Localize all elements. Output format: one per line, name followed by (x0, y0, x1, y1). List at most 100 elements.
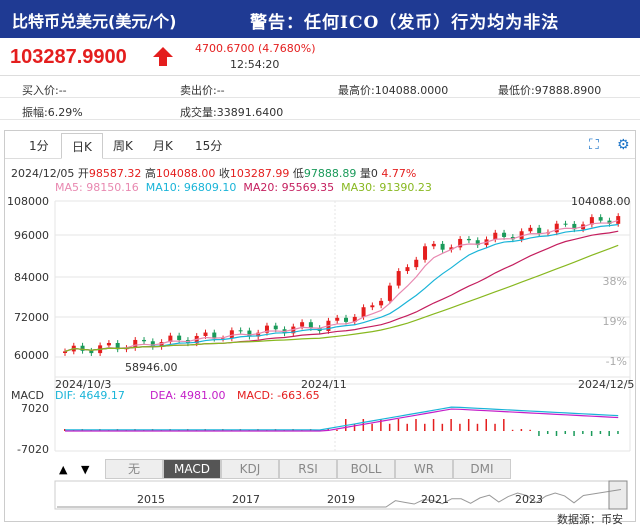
macd-dif: DIF: 4649.17 (55, 389, 125, 402)
data-source: 数据源：币安 (557, 513, 623, 526)
y-tick: 84000 (14, 271, 49, 284)
ma10-line (64, 223, 619, 352)
x-label: 2024/11 (301, 378, 347, 391)
candle-body (203, 332, 208, 336)
tab-monthly[interactable]: 月K (153, 139, 173, 153)
candle-body (475, 240, 480, 246)
macd-bar (546, 431, 549, 434)
indicator-wr[interactable]: WR (395, 459, 453, 479)
indicator-macd[interactable]: MACD (163, 459, 221, 479)
indicator-dmi[interactable]: DMI (453, 459, 511, 479)
macd-tick: -7020 (17, 443, 49, 456)
indicator-kdj[interactable]: KDJ (221, 459, 279, 479)
tab-daily[interactable]: 日K (61, 133, 103, 159)
ma5-label: MA5: 98150.16 (55, 181, 139, 194)
candle-body (344, 317, 348, 322)
macd-bar (511, 429, 514, 431)
macd-bar (353, 423, 356, 431)
candle-body (80, 345, 85, 351)
bid-price: 买入价:-- (22, 84, 67, 97)
candle-body (607, 220, 612, 224)
macd-tick: 7020 (21, 402, 49, 415)
scroll-down-icon[interactable]: ▼ (81, 463, 90, 476)
candle-body (370, 305, 375, 308)
macd-bar (432, 419, 435, 431)
tab-15min[interactable]: 15分 (195, 139, 223, 153)
ohlc-date: 2024/12/05 (11, 167, 75, 180)
candle-body (563, 223, 568, 225)
candle-body (273, 325, 278, 330)
macd-bar (397, 419, 400, 431)
price-change: 4700.6700 (4.7680%) (195, 42, 316, 55)
candle-body (405, 267, 410, 272)
macd-bar (476, 423, 479, 431)
indicator-rsi[interactable]: RSI (279, 459, 337, 479)
candle-body (528, 227, 533, 232)
dea-line (65, 408, 619, 432)
ask-price: 卖出价:-- (180, 84, 225, 97)
candle-body (159, 342, 164, 347)
macd-value: MACD: -663.65 (237, 389, 320, 402)
amplitude: 振幅:6.29% (22, 106, 83, 119)
candle-body (589, 217, 594, 225)
candle-body (387, 285, 392, 301)
candle-body (598, 217, 603, 221)
macd-bar (529, 429, 531, 431)
candle-body (502, 232, 507, 237)
x-label: 2024/10/3 (55, 378, 111, 391)
fullscreen-icon[interactable]: ⛶ (589, 137, 599, 153)
settings-icon[interactable]: ⚙ (617, 137, 630, 153)
volume: 成交量:33891.6400 (180, 106, 284, 119)
y-tick: 60000 (14, 349, 49, 362)
y-tick: 96000 (14, 229, 49, 242)
warning-banner: 警告：任何ICO（发币）行为均为非法 (250, 13, 560, 33)
indicator-bar: 无 MACD KDJ RSI BOLL WR DMI (55, 459, 515, 479)
timeline-year: 2019 (327, 493, 355, 506)
candle-body (414, 259, 419, 268)
timeline-series (57, 489, 622, 508)
macd-histogram (64, 419, 619, 436)
ohlc-close: 103287.99 (229, 167, 290, 180)
pct-tick: -1% (606, 355, 627, 368)
macd-bar (64, 429, 66, 431)
low-price: 最低价:97888.8900 (498, 84, 602, 97)
candle-body (554, 223, 559, 233)
macd-bar (617, 431, 619, 434)
ma30-label: MA30: 91390.23 (341, 181, 432, 194)
candle-body (537, 227, 542, 234)
macd-bar (485, 419, 487, 431)
quote-row-1: 买入价:-- 卖出价:-- 最高价:104088.0000 最低价:97888.… (0, 78, 640, 98)
candle-body (396, 271, 401, 286)
candle-body (212, 332, 217, 339)
indicator-boll[interactable]: BOLL (337, 459, 395, 479)
candle-body (150, 341, 155, 347)
macd-bar (503, 419, 505, 431)
price-bar: 103287.9900 4700.6700 (4.7680%) 12:54:20 (0, 38, 640, 76)
macd-bar (441, 423, 444, 431)
ohlc-pct: 4.77% (381, 167, 417, 180)
macd-bar (564, 431, 567, 434)
timeline-selector[interactable] (608, 480, 628, 510)
candle-body (177, 335, 182, 341)
tab-weekly[interactable]: 周K (113, 139, 133, 153)
candle-body (423, 246, 428, 260)
macd-bar (467, 419, 470, 431)
candle-body (466, 238, 471, 241)
macd-bar (336, 429, 338, 431)
current-price: 103287.9900 (10, 46, 127, 68)
ma20-line (64, 230, 619, 352)
scroll-up-icon[interactable]: ▲ (59, 463, 68, 476)
indicator-none[interactable]: 无 (105, 459, 163, 479)
macd-bar (388, 423, 391, 431)
ohlc-open: 98587.32 (88, 167, 142, 180)
candle-body (449, 247, 454, 250)
ohlc-readout: 2024/12/05 开98587.32 高104088.00 收103287.… (11, 167, 417, 180)
macd-bar (555, 431, 558, 436)
candle-body (229, 330, 234, 339)
tab-1min[interactable]: 1分 (29, 139, 49, 153)
candle-body (440, 243, 445, 250)
candle-body (519, 231, 524, 240)
macd-bar (573, 431, 575, 436)
macd-bar (424, 423, 426, 431)
timeline-year: 2023 (515, 493, 543, 506)
